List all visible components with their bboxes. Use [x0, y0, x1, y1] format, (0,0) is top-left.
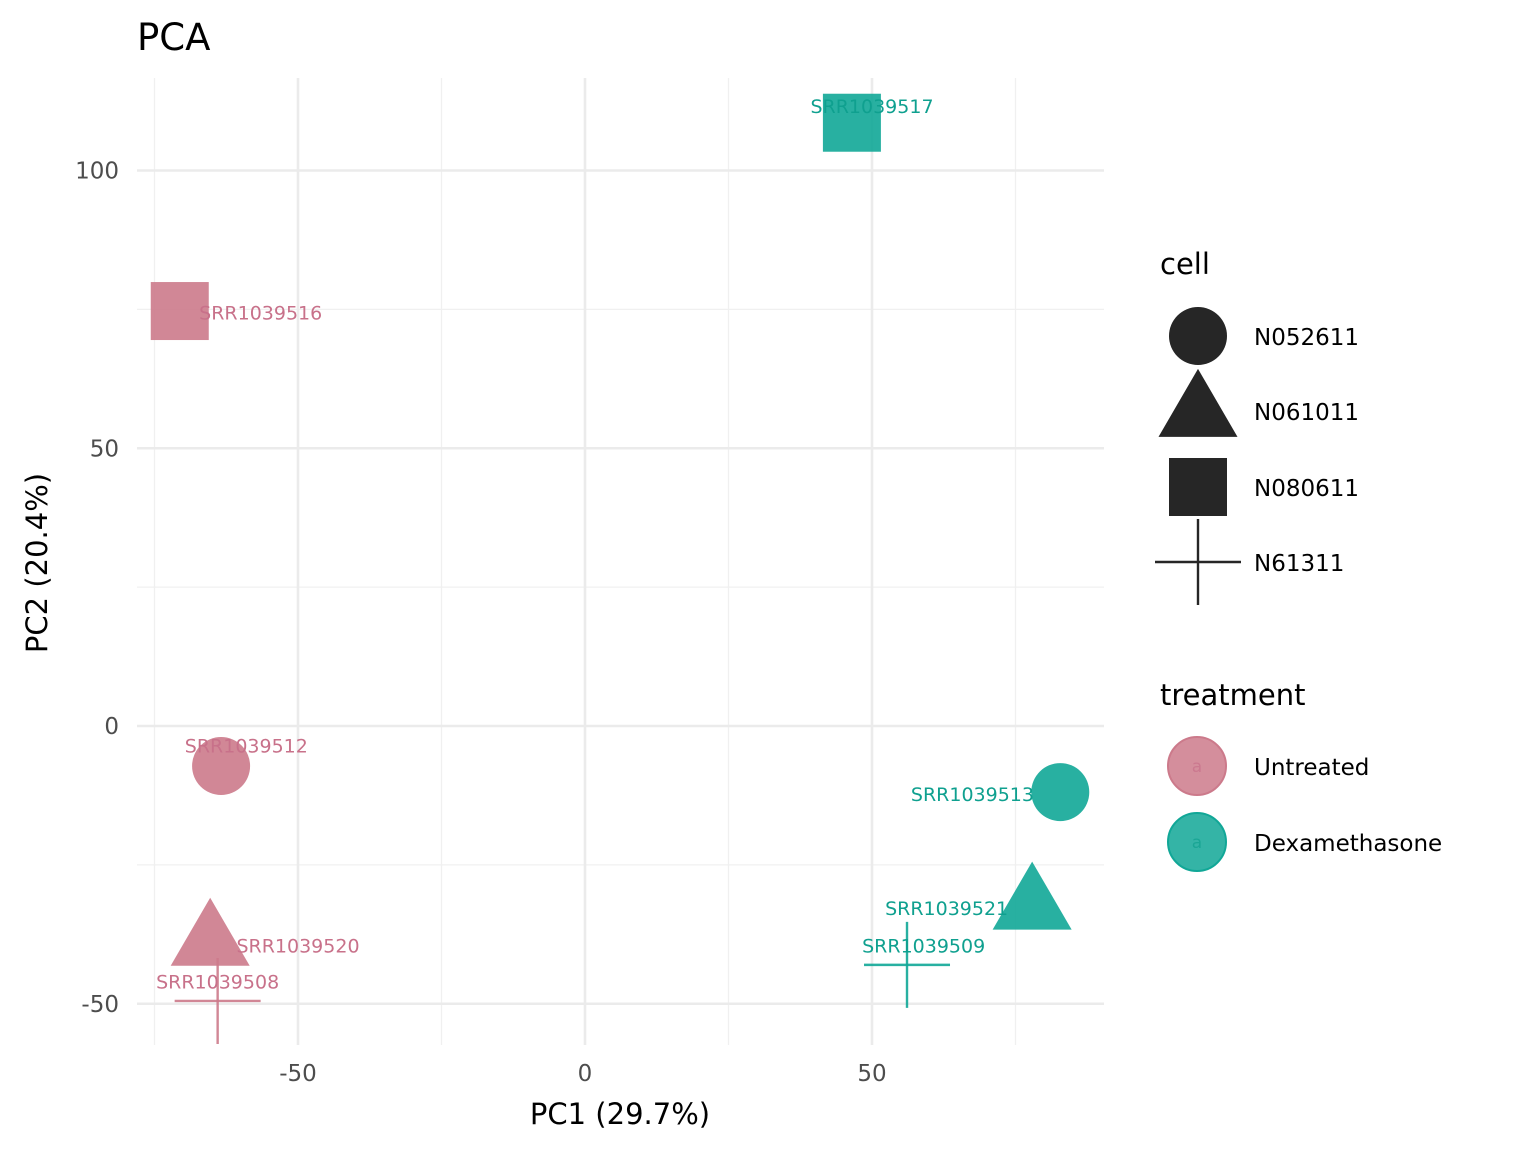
legend-key-circle [1169, 307, 1227, 365]
data-point-SRR1039516 [150, 282, 209, 341]
legend-cell: cell N052611 N061011 N080611 N61311 [1155, 247, 1359, 605]
point-labels: SRR1039508 SRR1039509 SRR1039512 SRR1039513… [156, 96, 1034, 993]
point-label: SRR1039521 [885, 898, 1008, 920]
point-label: SRR1039512 [185, 735, 308, 757]
legend-cell-label: N061011 [1254, 400, 1359, 426]
data-point-marker-circle [1031, 763, 1090, 822]
point-label: SRR1039513 [911, 784, 1034, 806]
point-label: SRR1039509 [862, 935, 985, 957]
point-label: SRR1039516 [199, 303, 322, 325]
legend-cell-title: cell [1160, 247, 1210, 281]
legend-treatment-title: treatment [1160, 678, 1305, 712]
x-tick-label: -50 [279, 1061, 317, 1087]
data-point-marker-triangle [170, 897, 250, 966]
legend-treatment: treatment a Untreated a Dexamethasone [1160, 678, 1442, 872]
legend-key-glyph: a [1192, 757, 1202, 777]
data-point-marker-plus [864, 921, 951, 1008]
y-tick-label: -50 [81, 992, 119, 1018]
data-point-marker-circle [192, 736, 251, 795]
legend-treatment-item: a Dexamethasone [1167, 812, 1442, 872]
data-point-marker-square [150, 282, 209, 341]
plot-title: PCA [137, 16, 210, 59]
data-point-SRR1039513 [1031, 763, 1090, 822]
grid [137, 78, 1104, 1045]
legend-key-circle [1167, 736, 1227, 796]
y-tick-label: 100 [75, 159, 119, 185]
y-tick-label: 50 [90, 436, 119, 462]
x-tick-label: 50 [857, 1061, 886, 1087]
legend-key-glyph: a [1192, 833, 1202, 853]
legend-cell-item: N080611 [1169, 458, 1359, 516]
y-axis-title: PC2 (20.4%) [20, 473, 54, 653]
legend-key-circle [1167, 812, 1227, 872]
legend-cell-label: N61311 [1254, 551, 1344, 577]
legend-key-square [1169, 458, 1227, 516]
data-point-marker-triangle [992, 861, 1072, 930]
y-axis-ticks: -50 0 50 100 [75, 159, 119, 1018]
legend-treatment-label: Untreated [1254, 755, 1369, 781]
x-axis-title: PC1 (29.7%) [530, 1097, 710, 1131]
data-point-marker-square [822, 93, 881, 152]
data-point-SRR1039517 [822, 93, 881, 152]
point-label: SRR1039517 [810, 96, 933, 118]
data-points [150, 93, 1090, 1044]
legend-cell-item: N61311 [1155, 519, 1344, 605]
legend-key-triangle [1158, 368, 1238, 437]
legend-cell-item: N061011 [1158, 368, 1359, 437]
legend-cell-label: N080611 [1254, 476, 1359, 502]
data-point-SRR1039509 [864, 921, 951, 1008]
point-label: SRR1039508 [156, 972, 279, 994]
y-tick-label: 0 [104, 714, 119, 740]
data-point-marker-plus [174, 957, 261, 1044]
data-point-SRR1039508 [174, 957, 261, 1044]
data-point-SRR1039512 [192, 736, 251, 795]
legend-key-plus [1155, 519, 1241, 605]
legend-treatment-label: Dexamethasone [1254, 831, 1442, 857]
x-tick-label: 0 [578, 1061, 593, 1087]
data-point-SRR1039520 [170, 897, 250, 966]
point-label: SRR1039520 [236, 935, 359, 957]
legend-treatment-item: a Untreated [1167, 736, 1369, 796]
legend-cell-item: N052611 [1169, 307, 1359, 365]
x-axis-ticks: -50 0 50 [279, 1061, 886, 1087]
data-point-SRR1039521 [992, 861, 1072, 930]
legend-cell-label: N052611 [1254, 325, 1359, 351]
